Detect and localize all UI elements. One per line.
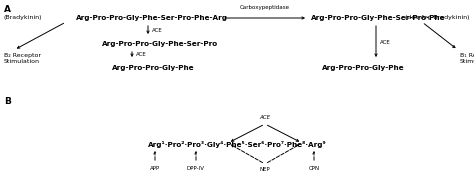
Text: Arg-Pro-Pro-Gly-Phe-Ser-Pro-Phe-Arg: Arg-Pro-Pro-Gly-Phe-Ser-Pro-Phe-Arg [76,15,228,21]
Text: CPN: CPN [309,166,319,171]
Text: B: B [4,97,11,106]
Text: ACE: ACE [136,52,147,57]
Text: B₂ Receptor
Stimulation: B₂ Receptor Stimulation [4,53,41,64]
Text: Arg-Pro-Pro-Gly-Phe-Ser-Pro-Phe: Arg-Pro-Pro-Gly-Phe-Ser-Pro-Phe [311,15,446,21]
Text: Arg¹·Pro²·Pro³·Gly⁴·Phe⁵·Ser⁶·Pro⁷·Phe⁸·Arg⁹: Arg¹·Pro²·Pro³·Gly⁴·Phe⁵·Ser⁶·Pro⁷·Phe⁸·… [148,142,326,148]
Text: APP: APP [150,166,160,171]
Text: Arg-Pro-Pro-Gly-Phe: Arg-Pro-Pro-Gly-Phe [322,65,405,71]
Text: (des-Arg Bradykinin): (des-Arg Bradykinin) [405,16,470,21]
Text: Arg-Pro-Pro-Gly-Phe: Arg-Pro-Pro-Gly-Phe [112,65,195,71]
Text: A: A [4,5,11,14]
Text: (Bradykinin): (Bradykinin) [4,16,43,21]
Text: NEP: NEP [260,167,270,172]
Text: Carboxypeptidase: Carboxypeptidase [240,6,290,11]
Text: ACE: ACE [259,115,271,120]
Text: Arg-Pro-Pro-Gly-Phe-Ser-Pro: Arg-Pro-Pro-Gly-Phe-Ser-Pro [102,41,218,47]
Text: DPP-IV: DPP-IV [187,166,205,171]
Text: ACE: ACE [380,41,391,46]
Text: B₁ Receptor
Stimulation: B₁ Receptor Stimulation [460,53,474,64]
Text: ACE: ACE [152,27,163,32]
